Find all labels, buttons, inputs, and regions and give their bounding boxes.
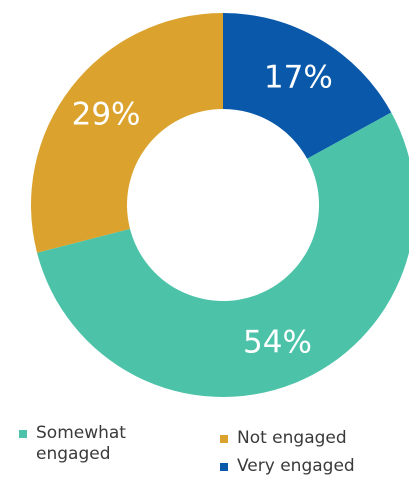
legend-label-very-engaged: Very engaged [237, 456, 355, 476]
legend-item-very-engaged: Very engaged [220, 456, 400, 477]
chart-legend: Somewhat engaged Not engaged Very engage… [0, 418, 409, 476]
donut-chart: 17% 54% 29% [30, 13, 409, 397]
legend-swatch-not-engaged [220, 435, 228, 443]
legend-swatch-somewhat-engaged [19, 430, 27, 438]
slice-label-not-engaged: 29% [72, 96, 141, 132]
legend-swatch-very-engaged [220, 463, 228, 471]
slice-label-somewhat-engaged: 54% [243, 325, 312, 361]
donut-slice-not-engaged [30, 13, 223, 253]
donut-slice-somewhat-engaged [37, 112, 409, 397]
slice-label-very-engaged: 17% [264, 60, 333, 96]
legend-label-somewhat-engaged: Somewhat engaged [36, 423, 126, 464]
donut-slice-very-engaged [223, 13, 392, 159]
legend-item-not-engaged: Not engaged [220, 428, 400, 449]
legend-label-not-engaged: Not engaged [237, 428, 347, 448]
legend-item-somewhat-engaged: Somewhat engaged [19, 423, 159, 465]
